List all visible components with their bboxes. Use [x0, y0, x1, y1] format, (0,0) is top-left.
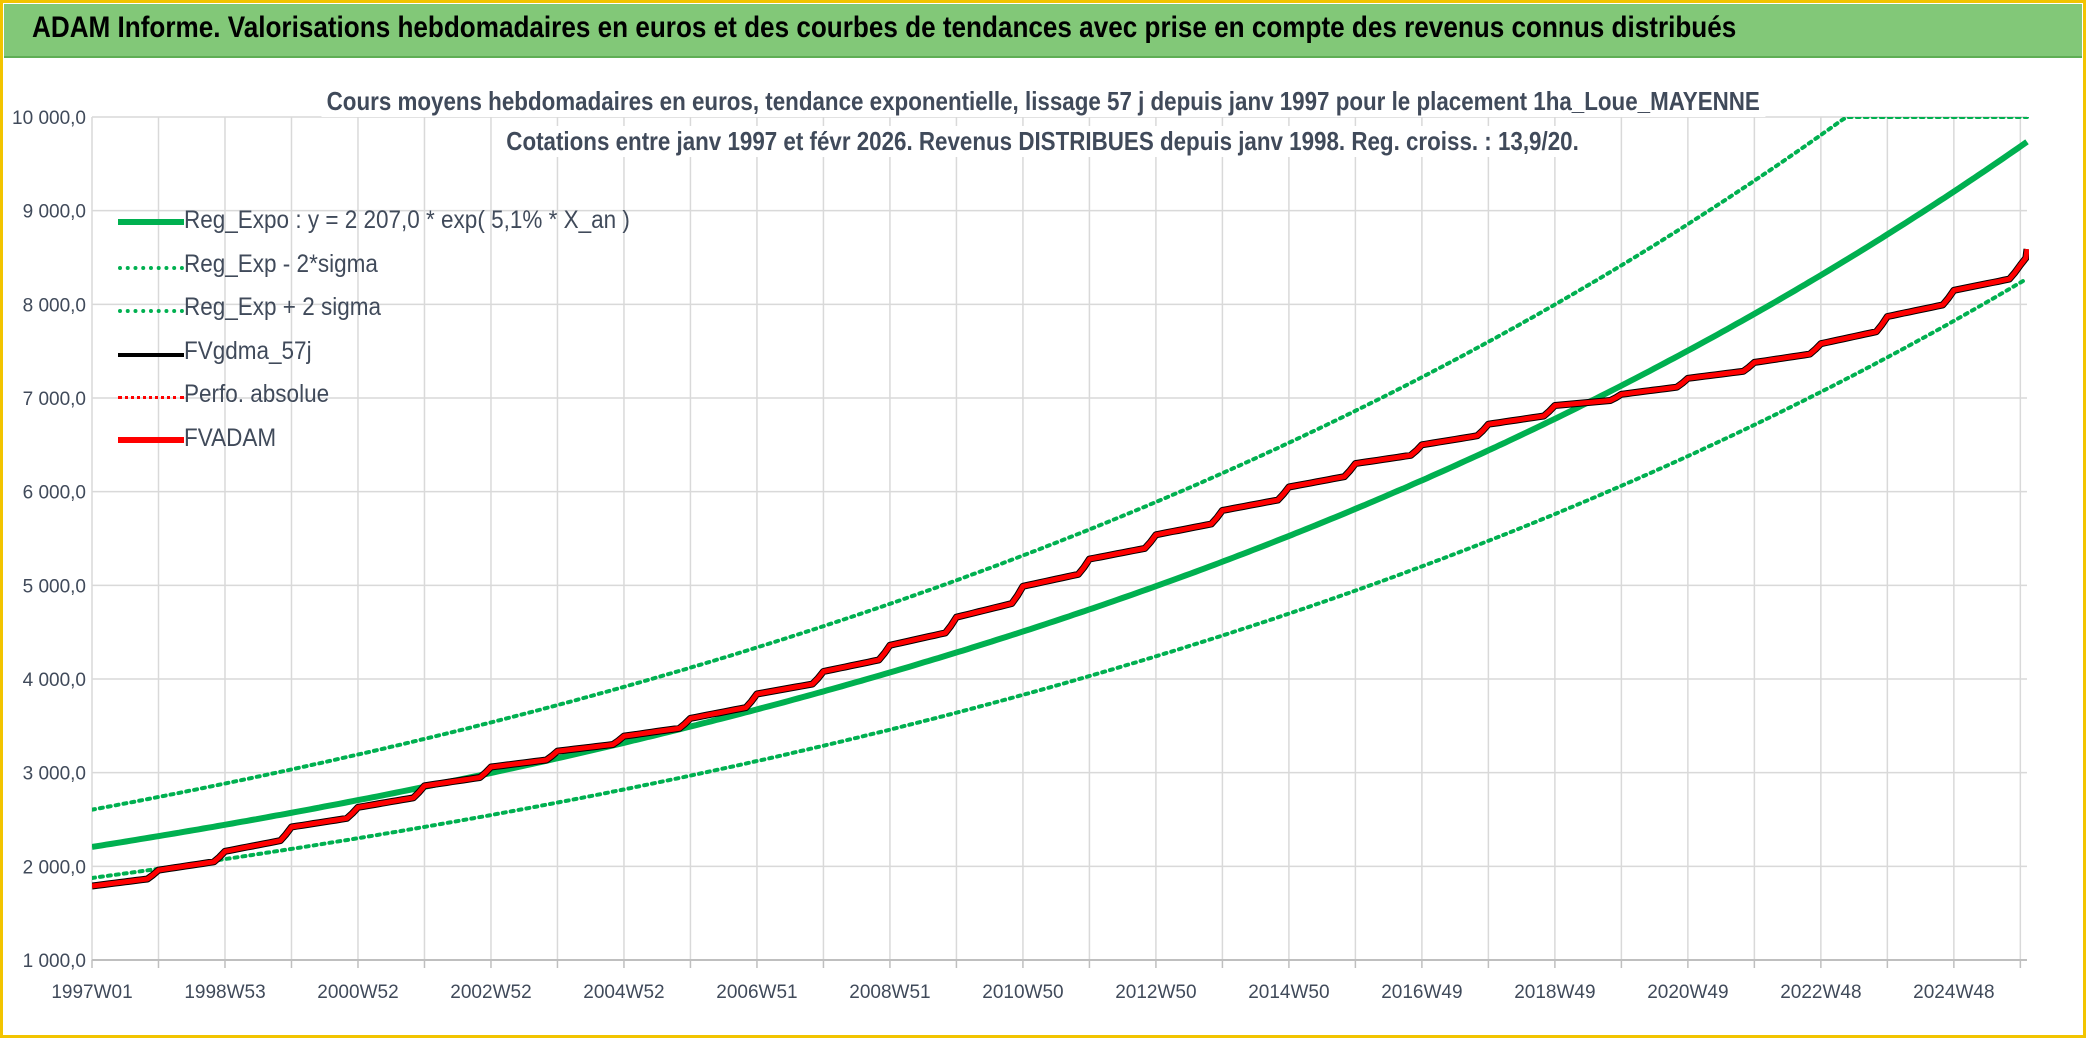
grid-lines: [91, 116, 2027, 968]
y-tick-label: 6 000,0: [23, 483, 86, 504]
x-tick-label: 2018W49: [1514, 982, 1595, 1003]
y-tick-label: 10 000,0: [12, 108, 86, 129]
chart-subtitle: Cotations entre janv 1997 et févr 2026. …: [0, 126, 2086, 157]
y-tick-label: 5 000,0: [23, 576, 86, 597]
x-tick-label: 2002W52: [450, 982, 531, 1003]
legend-label: Reg_Expo : y = 2 207,0 * exp( 5,1% * X_a…: [184, 206, 630, 234]
legend-label: FVADAM: [184, 423, 277, 452]
y-tick-label: 1 000,0: [23, 951, 86, 972]
report-banner: ADAM Informe. Valorisations hebdomadaire…: [4, 4, 2082, 58]
x-tick-label: 2014W50: [1248, 982, 1329, 1003]
series-fvgdma-57j: [92, 248, 2029, 890]
chart-title: Cours moyens hebdomadaires en euros, ten…: [0, 86, 2086, 117]
banner-title: ADAM Informe. Valorisations hebdomadaire…: [32, 11, 1737, 44]
legend-label: Perfo. absolue: [184, 380, 330, 408]
series-reg-exp-minus-2-sigma: [92, 276, 2029, 880]
x-tick-label: 2004W52: [583, 982, 664, 1003]
y-tick-label: 2 000,0: [23, 857, 86, 878]
y-tick-label: 9 000,0: [23, 202, 86, 223]
legend-label: Reg_Exp + 2 sigma: [184, 293, 381, 321]
x-tick-label: 2000W52: [317, 982, 398, 1003]
series-lines: [92, 117, 2029, 890]
series-reg-expo: [92, 139, 2029, 850]
x-tick-label: 2010W50: [982, 982, 1063, 1003]
series-reg-exp-plus-2-sigma: [92, 117, 2029, 812]
x-tick-label: 2020W49: [1647, 982, 1728, 1003]
x-tick-label: 1998W53: [184, 982, 265, 1003]
y-tick-label: 3 000,0: [23, 764, 86, 785]
y-tick-label: 7 000,0: [23, 389, 86, 410]
x-tick-label: 2006W51: [716, 982, 797, 1003]
legend-label: FVgdma_57j: [184, 336, 312, 365]
y-tick-label: 8 000,0: [23, 295, 86, 316]
x-tick-label: 2022W48: [1780, 982, 1861, 1003]
x-tick-label: 2008W51: [849, 982, 930, 1003]
legend-label: Reg_Exp - 2*sigma: [184, 249, 378, 278]
x-tick-label: 2024W48: [1913, 982, 1994, 1003]
series-fvadam: [92, 248, 2029, 889]
x-tick-label: 1997W01: [51, 982, 132, 1003]
x-tick-label: 2016W49: [1381, 982, 1462, 1003]
x-axis-ticks: 1997W01 1998W53 2000W52 2002W52 2004W52 2006W…: [51, 982, 1994, 1003]
y-tick-label: 4 000,0: [23, 670, 86, 691]
x-tick-label: 2012W50: [1115, 982, 1196, 1003]
y-axis-ticks: 1 000,0 2 000,0 3 000,0 4 000,0 5 000,0 6 000…: [12, 108, 86, 972]
